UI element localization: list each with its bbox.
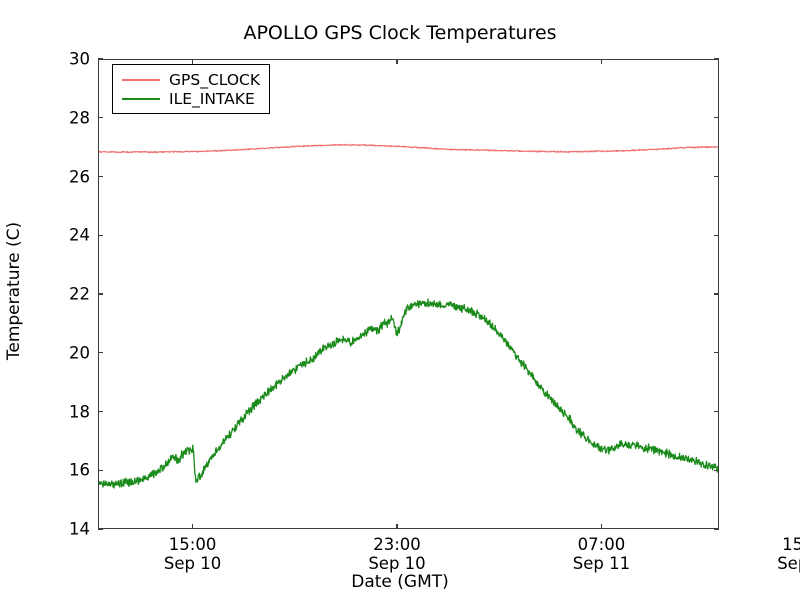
x-tick-mark: [396, 59, 398, 64]
y-tick-label: 26: [69, 167, 90, 186]
x-tick-time: 23:00: [373, 535, 421, 554]
x-tick-date: Sep 10: [368, 554, 426, 573]
y-tick-mark: [98, 469, 103, 471]
y-axis-tick-labels: 14 16 18 20 22 24 26 28 30: [42, 0, 90, 600]
x-tick-date: Sep 10: [163, 554, 222, 573]
x-tick-date: Sep 11: [777, 554, 800, 573]
y-tick-mark: [98, 528, 103, 530]
y-tick-mark: [98, 117, 103, 119]
legend-label-gps-clock: GPS_CLOCK: [169, 70, 261, 89]
x-tick-mark: [191, 59, 194, 64]
chart-title: APOLLO GPS Clock Temperatures: [243, 22, 557, 44]
y-tick-mark: [98, 58, 103, 60]
y-tick-mark: [714, 293, 719, 295]
y-tick-label: 22: [69, 284, 90, 304]
x-axis-label: Date (GMT): [351, 572, 449, 592]
legend-label-ile-intake: ILE_INTAKE: [169, 89, 255, 108]
y-tick-mark: [98, 234, 103, 236]
y-tick-label: 18: [69, 402, 90, 421]
legend-item-ile-intake: ILE_INTAKE: [119, 89, 260, 108]
y-tick-label: 16: [69, 460, 90, 480]
y-tick-label: 24: [69, 225, 90, 245]
y-tick-label: 20: [69, 343, 90, 363]
x-tick-mark: [191, 524, 194, 529]
y-tick-label: 28: [69, 108, 90, 128]
y-tick-mark: [98, 410, 103, 413]
y-tick-mark: [714, 469, 719, 471]
x-tick-label: 23:00 Sep 10: [337, 535, 457, 573]
y-tick-mark: [714, 58, 719, 60]
y-tick-label: 30: [69, 49, 90, 69]
series-line-ile-intake: [99, 298, 718, 489]
y-tick-mark: [714, 117, 719, 119]
x-tick-time: 15:00: [782, 535, 800, 554]
y-tick-mark: [98, 175, 103, 178]
x-tick-mark: [396, 524, 398, 529]
x-tick-mark: [600, 524, 603, 529]
y-tick-mark: [714, 234, 719, 236]
y-tick-mark: [714, 175, 719, 178]
y-tick-mark: [714, 410, 719, 413]
legend-swatch-gps-clock: [122, 78, 160, 81]
x-tick-date: Sep 11: [572, 554, 631, 573]
y-tick-mark: [714, 352, 719, 354]
x-tick-mark: [600, 59, 603, 64]
x-tick-label: 07:00 Sep 11: [541, 535, 661, 573]
x-tick-time: 07:00: [577, 535, 626, 554]
x-tick-label: 15:00 Sep 10: [133, 535, 253, 573]
plot-area: [98, 59, 719, 529]
series-line-gps-clock: [99, 143, 718, 154]
series-canvas: [99, 143, 718, 489]
y-tick-mark: [98, 293, 103, 295]
chart-legend: GPS_CLOCK ILE_INTAKE: [112, 64, 271, 114]
y-tick-mark: [98, 352, 103, 354]
y-tick-label: 14: [69, 519, 90, 539]
x-tick-time: 15:00: [168, 535, 217, 554]
legend-swatch-ile-intake: [122, 97, 160, 100]
y-tick-mark: [714, 528, 719, 530]
legend-item-gps-clock: GPS_CLOCK: [119, 70, 260, 89]
